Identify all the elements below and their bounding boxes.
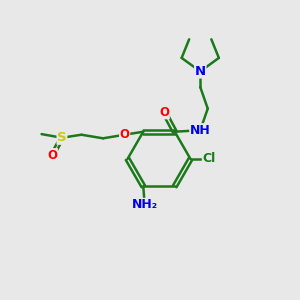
- Text: NH₂: NH₂: [132, 198, 158, 212]
- Text: O: O: [47, 148, 57, 162]
- Text: NH: NH: [190, 124, 211, 137]
- Text: S: S: [57, 131, 67, 144]
- Text: O: O: [159, 106, 169, 119]
- Text: N: N: [195, 65, 206, 78]
- Text: O: O: [120, 128, 130, 141]
- Text: Cl: Cl: [202, 152, 216, 166]
